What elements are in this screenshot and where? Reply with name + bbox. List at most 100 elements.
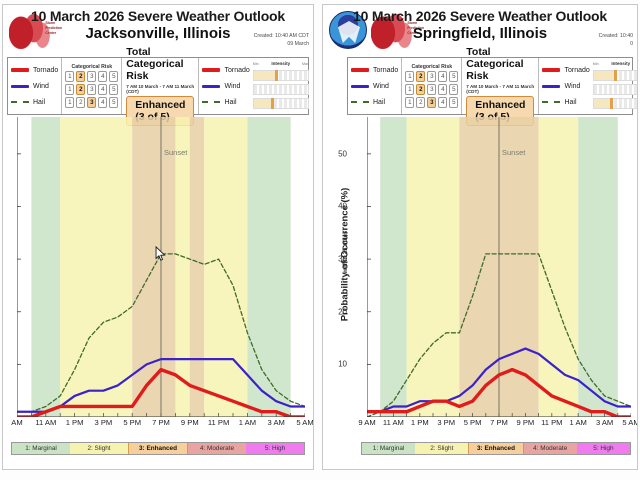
legend-item-wind: Wind <box>11 80 58 93</box>
legend-label: Wind <box>33 82 49 90</box>
svg-text:Sunset: Sunset <box>164 148 188 157</box>
intensity-scale: Intensity Min Max <box>252 61 309 110</box>
x-tick-label: 1 AM <box>569 418 587 427</box>
tornado-line-swatch-icon <box>202 68 221 72</box>
tornado-line-swatch-icon <box>351 68 369 72</box>
legend-label: Tornado <box>564 66 590 74</box>
svg-text:Sunset: Sunset <box>502 148 526 157</box>
x-tick-label: 9 PM <box>180 418 199 427</box>
intensity-title: Intensity <box>611 61 631 66</box>
risk-box[interactable]: 4 <box>438 83 448 95</box>
x-tick-label: 9 AM <box>358 418 376 427</box>
legend-item-tornado: Tornado <box>351 64 398 77</box>
legend-label: Tornado <box>224 66 250 74</box>
x-tick-label: 3 AM <box>267 418 285 427</box>
outlook-panel-jacksonville: Storm Prediction Center 10 March 2026 Seve… <box>2 4 314 470</box>
total-categorical-risk: Total Categorical Risk 7 AM 10 March - 7… <box>121 46 200 126</box>
legend-label: Wind <box>373 82 389 90</box>
location-title: Jacksonville, Illinois <box>85 25 231 42</box>
legend-item-hail: Hail <box>351 96 398 109</box>
risk-box[interactable]: 2 <box>76 96 86 108</box>
hazard-legend: Tornado Wind Hail <box>8 58 61 114</box>
risk-box[interactable]: 4 <box>438 70 448 82</box>
risk-box[interactable]: 5 <box>109 83 119 95</box>
risk-box[interactable]: 3 <box>427 70 437 82</box>
risk-box[interactable]: 3 <box>427 83 437 95</box>
legend-item-wind-intensity: Wind <box>202 80 249 93</box>
risk-box[interactable]: 2 <box>416 96 426 108</box>
x-tick-label: 11 PM <box>207 418 230 427</box>
risk-box[interactable]: 4 <box>98 83 108 95</box>
legend-item-hail-intensity: Hail <box>202 96 249 109</box>
risk-scale-segment: 3: Enhanced <box>468 443 524 454</box>
risk-scale-bar-jacksonville: 1: Marginal 2: Slight 3: Enhanced 4: Modera… <box>11 442 305 455</box>
risk-scale-segment: 1: Marginal <box>362 443 416 454</box>
risk-scale-segment: 2: Slight <box>415 443 469 454</box>
risk-row-tornado: 1 2 3 4 5 <box>405 70 459 82</box>
risk-scale-segment: 3: Enhanced <box>128 443 188 454</box>
intensity-bar-tornado <box>592 70 637 82</box>
categorical-risk-title: Categorical Risk <box>71 63 113 70</box>
hail-line-swatch-icon <box>351 101 369 103</box>
risk-box[interactable]: 2 <box>416 83 426 95</box>
legend-item-tornado-intensity: Tornado <box>202 64 250 77</box>
risk-box[interactable]: 4 <box>98 96 108 108</box>
risk-box[interactable]: 5 <box>449 70 459 82</box>
intensity-hazard-labels: Tornado Wind Hail <box>542 64 590 109</box>
intensity-title: Intensity <box>271 61 291 66</box>
risk-box[interactable]: 3 <box>87 96 97 108</box>
legend-item-tornado-intensity: Tornado <box>542 64 590 77</box>
risk-box[interactable]: 2 <box>76 83 86 95</box>
risk-scale-segment: 4: Moderate <box>188 443 246 454</box>
title-block: 10 March 2026 Severe Weather Outlook Jac… <box>3 8 313 42</box>
x-tick-label: 1 PM <box>410 418 429 427</box>
legend-label: Tornado <box>373 66 399 74</box>
intensity-legend: Tornado Wind Hail Intensity Min Max <box>199 58 310 114</box>
risk-row-wind: 1 2 3 4 5 <box>405 83 459 95</box>
y-tick-label: 50 <box>338 149 347 159</box>
risk-box[interactable]: 5 <box>109 70 119 82</box>
risk-box[interactable]: 4 <box>98 70 108 82</box>
risk-box[interactable]: 1 <box>405 70 415 82</box>
x-tick-label: 3 PM <box>94 418 113 427</box>
legend-label: Hail <box>564 98 577 106</box>
risk-box[interactable]: 3 <box>427 96 437 108</box>
x-tick-label: AM <box>11 418 23 427</box>
legend-item-hail: Hail <box>11 96 58 109</box>
title-block: 10 March 2026 Severe Weather Outlook Spr… <box>323 8 637 42</box>
legend-item-wind: Wind <box>351 80 398 93</box>
total-risk-range: 7 AM 10 March - 7 AM 11 March (CDT) <box>126 84 195 94</box>
risk-box[interactable]: 1 <box>405 96 415 108</box>
risk-box[interactable]: 1 <box>405 83 415 95</box>
risk-box[interactable]: 3 <box>87 70 97 82</box>
risk-box[interactable]: 5 <box>449 96 459 108</box>
risk-box[interactable]: 1 <box>65 70 75 82</box>
x-tick-label: 9 PM <box>516 418 535 427</box>
intensity-min-label: Min <box>592 62 599 66</box>
x-axis-jacksonville: AM 11 AM 1 PM 3 PM 5 PM 7 PM 9 PM 11 PM 1 AM 3 AM… <box>3 417 313 433</box>
risk-box[interactable]: 1 <box>65 96 75 108</box>
created-date: 0 <box>630 40 633 47</box>
risk-box[interactable]: 5 <box>449 83 459 95</box>
created-time: Created: 10:40 AM CDT <box>253 33 309 39</box>
risk-box[interactable]: 1 <box>65 83 75 95</box>
legend-item-tornado: Tornado <box>11 64 58 77</box>
risk-box[interactable]: 4 <box>438 96 448 108</box>
risk-row-wind: 1 2 3 4 5 <box>65 83 119 95</box>
risk-box[interactable]: 2 <box>416 70 426 82</box>
intensity-bar-wind <box>592 83 637 95</box>
y-axis-subtitle: within 25 miles <box>343 230 349 274</box>
hazard-legend: Tornado Wind Hail <box>348 58 401 114</box>
legend-item-hail-intensity: Hail <box>542 96 589 109</box>
wind-line-swatch-icon <box>202 84 221 88</box>
hail-line-swatch-icon <box>202 101 221 103</box>
y-axis-labels: Probability of Occurrence (%) within 25 … <box>325 117 350 417</box>
plot-area: Sunset <box>17 117 305 417</box>
risk-box[interactable]: 5 <box>109 96 119 108</box>
x-tick-label: 5 AM <box>622 418 638 427</box>
x-tick-label: 7 PM <box>152 418 170 427</box>
risk-box[interactable]: 2 <box>76 70 86 82</box>
risk-box[interactable]: 3 <box>87 83 97 95</box>
intensity-scale: Intensity Min Max <box>592 61 637 110</box>
